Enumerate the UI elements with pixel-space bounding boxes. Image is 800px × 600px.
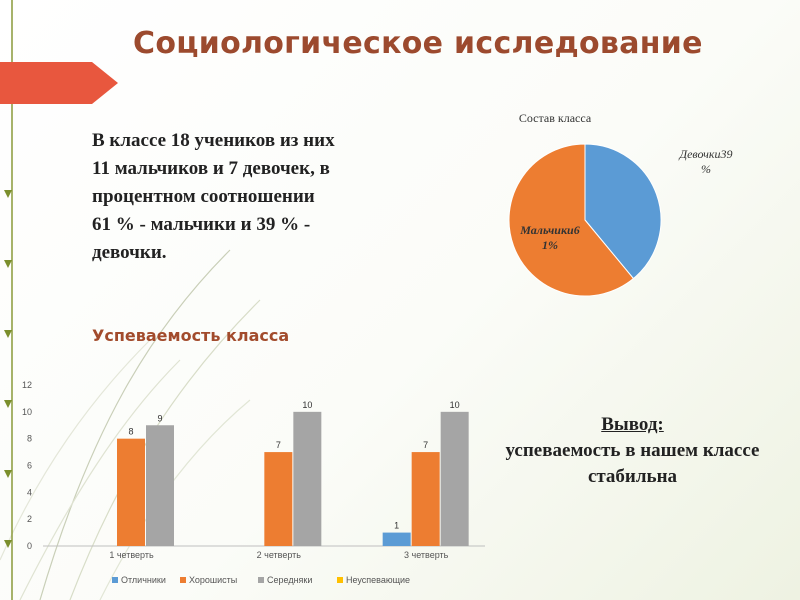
y-tick-label: 4 bbox=[27, 487, 32, 497]
conclusion-line: успеваемость в нашем классе bbox=[505, 440, 760, 461]
y-tick-label: 2 bbox=[27, 514, 32, 524]
legend-swatch bbox=[112, 577, 118, 583]
y-tick-label: 0 bbox=[27, 541, 32, 551]
legend-swatch bbox=[337, 577, 343, 583]
legend-label: Хорошисты bbox=[189, 575, 237, 585]
bar-data-label: 7 bbox=[423, 440, 428, 450]
pie-label-boys: Мальчики6 1% bbox=[512, 223, 588, 253]
page-title: Социологическое исследование bbox=[133, 26, 703, 61]
performance-heading: Успеваемость класса bbox=[92, 326, 290, 345]
y-tick-label: 8 bbox=[27, 434, 32, 444]
legend-label: Отличники bbox=[121, 575, 166, 585]
bar bbox=[264, 452, 293, 546]
x-tick-label: 3 четверть bbox=[404, 550, 449, 560]
intro-line: 61 % - мальчики и 39 % - bbox=[92, 214, 311, 235]
pie-chart-title: Состав класса bbox=[518, 111, 592, 125]
legend-swatch bbox=[180, 577, 186, 583]
x-tick-label: 1 четверть bbox=[109, 550, 154, 560]
bar-data-label: 8 bbox=[128, 427, 133, 437]
legend-label: Середняки bbox=[267, 575, 312, 585]
intro-line: 11 мальчиков и 7 девочек, в bbox=[92, 158, 330, 179]
bar bbox=[293, 411, 322, 546]
pie-label-line: Девочки39 bbox=[679, 147, 733, 161]
bar bbox=[117, 438, 145, 546]
intro-line: девочки. bbox=[92, 242, 167, 263]
pie-slice-1 bbox=[508, 143, 635, 297]
pie-slice-0 bbox=[584, 143, 662, 280]
intro-line: В классе 18 учеников из них bbox=[92, 130, 335, 151]
legend-label: Неуспевающие bbox=[346, 575, 410, 585]
bar bbox=[146, 425, 174, 546]
y-tick-label: 12 bbox=[22, 380, 32, 390]
bar bbox=[440, 411, 469, 546]
y-tick-label: 6 bbox=[27, 461, 32, 471]
intro-text: В классе 18 учеников из них 11 мальчиков… bbox=[92, 127, 392, 267]
bar-data-label: 7 bbox=[276, 440, 281, 450]
conclusion-box: Вывод: успеваемость в нашем классе стаби… bbox=[470, 412, 795, 490]
pie-chart bbox=[508, 143, 662, 297]
bar-data-label: 1 bbox=[394, 521, 399, 531]
conclusion-line: стабильна bbox=[587, 466, 678, 487]
pie-label-girls: Девочки39 % bbox=[666, 147, 746, 177]
bar bbox=[382, 532, 411, 546]
pie-label-line: 1% bbox=[542, 238, 558, 252]
legend-swatch bbox=[258, 577, 264, 583]
bar-data-label: 10 bbox=[302, 400, 312, 410]
bar-data-label: 10 bbox=[450, 400, 460, 410]
x-tick-label: 2 четверть bbox=[257, 550, 302, 560]
bar bbox=[411, 452, 440, 546]
pie-label-line: Мальчики6 bbox=[520, 223, 580, 237]
conclusion-heading: Вывод: bbox=[601, 414, 664, 435]
y-tick-label: 10 bbox=[22, 407, 32, 417]
pie-label-line: % bbox=[701, 162, 711, 176]
bar-data-label: 9 bbox=[157, 413, 162, 423]
intro-line: процентном соотношении bbox=[92, 186, 315, 207]
